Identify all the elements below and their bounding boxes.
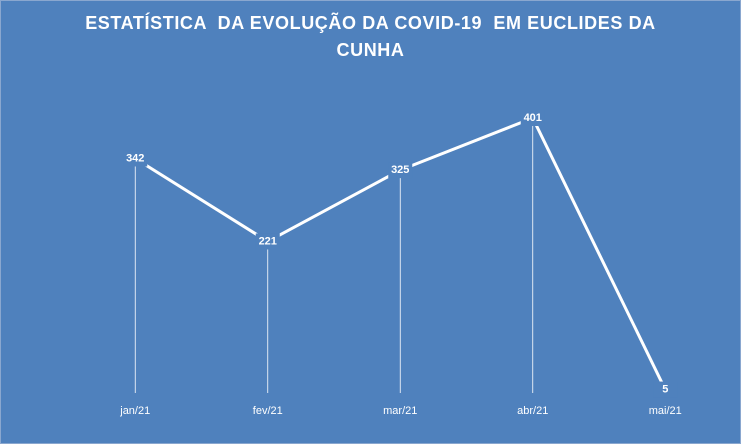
data-label: 342	[126, 152, 144, 164]
x-tick-label: fev/21	[253, 405, 283, 417]
data-label: 401	[524, 112, 542, 124]
label-bg	[388, 162, 413, 179]
label-bg	[123, 150, 148, 167]
x-tick-label: jan/21	[119, 405, 150, 417]
label-bg	[520, 110, 545, 126]
data-label: 325	[391, 164, 409, 176]
label-bg	[653, 381, 678, 398]
label-bg	[255, 233, 280, 250]
x-tick-label: abr/21	[517, 405, 548, 417]
data-label: 5	[662, 383, 668, 395]
data-label: 221	[259, 235, 277, 247]
x-tick-label: mar/21	[383, 405, 417, 417]
x-tick-label: mai/21	[649, 405, 682, 417]
chart-title: ESTATÍSTICA DA EVOLUÇÃO DA COVID-19 EM E…	[85, 13, 662, 60]
